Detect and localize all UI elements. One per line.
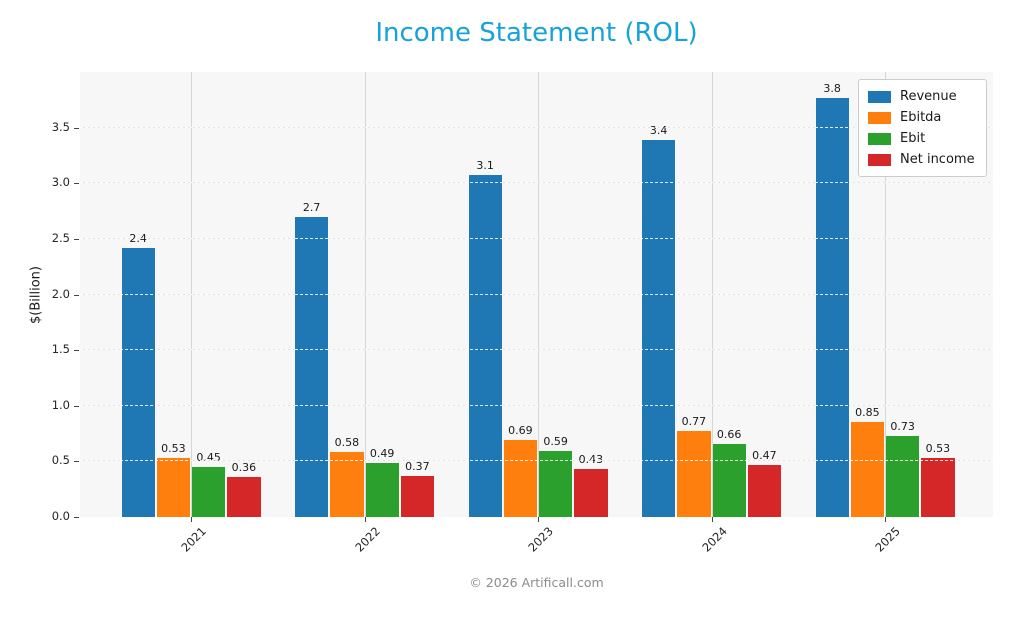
x-tick-mark (885, 517, 886, 522)
chart-title: Income Statement (ROL) (375, 18, 698, 48)
ebitda-bar: 0.58 (330, 436, 364, 517)
y-tick-label: 3.5 (51, 119, 70, 134)
y-tick-label: 0.0 (51, 509, 70, 523)
y-tick-label: 0.5 (51, 453, 70, 468)
net-income-bar: 0.37 (400, 460, 434, 517)
y-tick-label: 3.0 (51, 175, 70, 190)
legend-label: Revenue (900, 89, 957, 104)
legend-label: Net income (900, 152, 975, 167)
y-tick-mark (74, 405, 79, 407)
bar-value-label: 0.47 (752, 448, 777, 462)
bar-value-label: 3.8 (823, 81, 841, 95)
bar-value-label: 3.1 (476, 159, 494, 173)
y-tick-label: 2.0 (51, 286, 70, 301)
bar-value-label: 0.85 (855, 406, 880, 420)
x-tick-mark (364, 517, 366, 522)
revenue-bar: 2.7 (295, 201, 329, 517)
net-income-bar: 0.53 (921, 442, 955, 517)
vertical-gridline (364, 72, 366, 517)
revenue-bar: 2.4 (121, 232, 155, 517)
y-tick-mark (74, 350, 79, 352)
x-tick-mark (191, 517, 192, 522)
revenue-bar: 3.1 (468, 159, 502, 517)
bar-group-2025: 3.8 0.85 0.73 0.53 (815, 72, 955, 517)
legend-swatch (868, 132, 891, 145)
y-tick-mark (74, 517, 79, 518)
y-tick-label: 1.0 (51, 397, 70, 412)
bar-group-2024: 3.4 0.77 0.66 0.47 (642, 72, 781, 517)
legend-item-net-income: Net income (868, 149, 975, 170)
net-income-bar: 0.47 (747, 449, 781, 517)
vertical-gridline (538, 72, 539, 517)
legend-swatch (868, 111, 891, 124)
y-tick-label: 1.5 (51, 342, 70, 357)
bar-value-label: 0.66 (716, 427, 742, 441)
net-income-bar: 0.43 (574, 453, 608, 517)
bar-value-label: 0.49 (369, 446, 395, 460)
bar-group-2023: 3.1 0.69 0.59 0.43 (468, 72, 608, 517)
revenue-bar: 3.8 (815, 82, 849, 517)
vertical-gridline (191, 72, 192, 517)
bar-value-label: 0.53 (161, 442, 186, 456)
vertical-gridline (711, 72, 713, 517)
legend-swatch (868, 90, 891, 103)
gridline-front (80, 293, 993, 295)
legend-swatch (868, 153, 891, 166)
bar-value-label: 0.59 (543, 435, 568, 449)
ebitda-bar: 0.53 (156, 442, 190, 517)
legend-label: Ebitda (900, 110, 942, 125)
ebit-bar: 0.66 (712, 428, 746, 517)
y-tick-mark (74, 461, 79, 463)
bar-value-label: 0.36 (231, 460, 257, 474)
legend: Revenue Ebitda Ebit Net income (858, 79, 987, 177)
net-income-bar: 0.36 (227, 461, 261, 517)
revenue-bar: 3.4 (642, 124, 676, 517)
plot-area: 2.4 0.53 0.45 0.36 2.7 0.58 0.49 0.37 3.1 0.69 0.5… (80, 72, 993, 517)
bar-group-2022: 2.7 0.58 0.49 0.37 (295, 72, 434, 517)
bar-value-label: 0.37 (405, 459, 430, 473)
gridline-front (80, 404, 993, 406)
legend-item-ebitda: Ebitda (868, 107, 975, 128)
y-tick-label: 2.5 (51, 230, 70, 245)
ebitda-bar: 0.85 (850, 406, 884, 517)
legend-item-revenue: Revenue (868, 86, 975, 107)
bar-value-label: 0.73 (890, 419, 915, 433)
bar-value-label: 0.77 (681, 415, 707, 429)
gridline-front (80, 460, 993, 462)
ebit-bar: 0.59 (539, 435, 573, 517)
bar-value-label: 0.58 (334, 436, 360, 450)
legend-label: Ebit (900, 131, 926, 146)
ebit-bar: 0.45 (192, 451, 226, 517)
legend-item-ebit: Ebit (868, 128, 975, 149)
bar-value-label: 0.45 (196, 450, 221, 464)
y-tick-mark (74, 294, 79, 296)
footer-credit: © 2026 Artificall.com (469, 575, 604, 590)
y-tick-mark (74, 183, 79, 185)
gridline-front (80, 237, 993, 239)
bar-value-label: 2.7 (302, 200, 321, 214)
y-tick-mark (74, 238, 79, 240)
bar-value-label: 0.53 (925, 442, 951, 456)
ebitda-bar: 0.77 (677, 415, 711, 517)
bar-value-label: 0.43 (578, 453, 604, 467)
x-tick-mark (538, 517, 539, 522)
bar-group-2021: 2.4 0.53 0.45 0.36 (121, 72, 261, 517)
ebit-bar: 0.73 (886, 420, 920, 517)
gridline-front (80, 182, 993, 184)
y-tick-mark (74, 127, 79, 129)
ebitda-bar: 0.69 (503, 424, 537, 517)
gridline-front (80, 126, 993, 128)
gridline-front (80, 349, 993, 351)
x-tick-mark (711, 517, 713, 522)
bar-value-label: 0.69 (508, 424, 533, 438)
ebit-bar: 0.49 (365, 447, 399, 517)
vertical-gridline (885, 72, 886, 517)
